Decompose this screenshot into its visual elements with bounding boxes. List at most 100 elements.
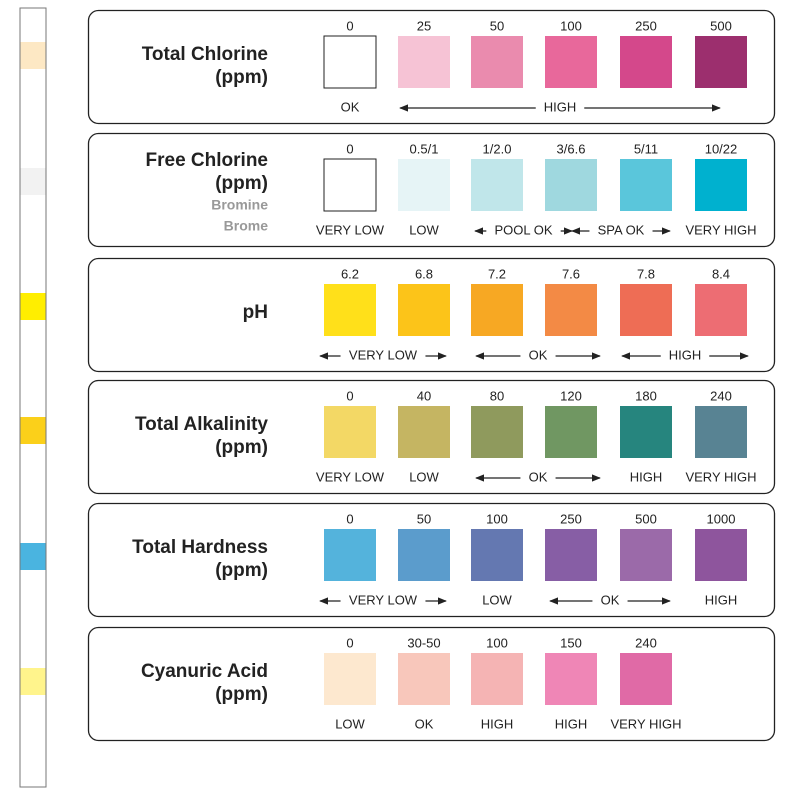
swatch-label: 50: [417, 511, 431, 526]
swatch-label: 80: [490, 388, 504, 403]
color-swatch: [620, 284, 672, 336]
strip-pad: [20, 668, 46, 695]
panel-title: Cyanuric Acid: [141, 661, 268, 682]
swatch-label: 40: [417, 388, 431, 403]
swatch-label: 7.2: [488, 266, 506, 281]
strip: [19, 7, 47, 788]
range-label: HIGH: [630, 469, 663, 484]
swatch-label: 0: [346, 635, 353, 650]
strip-pad: [20, 42, 46, 69]
color-swatch: [471, 36, 523, 88]
swatch-label: 7.6: [562, 266, 580, 281]
range-label: SPA OK: [598, 222, 645, 237]
strip-pad: [20, 417, 46, 444]
range-label: OK: [601, 592, 620, 607]
swatch-label: 0: [346, 141, 353, 156]
color-swatch: [620, 36, 672, 88]
color-swatch: [545, 529, 597, 581]
color-swatch: [620, 653, 672, 705]
swatch-label: 1000: [707, 511, 736, 526]
color-swatch: [324, 284, 376, 336]
color-swatch: [471, 406, 523, 458]
range-label: HIGH: [705, 592, 738, 607]
range-label: OK: [529, 469, 548, 484]
panel-title: (ppm): [215, 67, 268, 88]
swatch-label: 5/11: [634, 141, 658, 156]
swatch-label: 25: [417, 18, 431, 33]
swatch-label: 6.2: [341, 266, 359, 281]
panel-subtitle: Brome: [224, 218, 269, 234]
swatch-label: 8.4: [712, 266, 730, 281]
color-swatch: [545, 159, 597, 211]
range-label: OK: [341, 99, 360, 114]
range-label: VERY LOW: [316, 222, 385, 237]
panel-title: Total Chlorine: [142, 44, 268, 65]
color-swatch: [695, 406, 747, 458]
color-swatch: [695, 529, 747, 581]
color-swatch: [323, 158, 377, 212]
swatch-label: 180: [635, 388, 657, 403]
color-swatch: [620, 406, 672, 458]
color-swatch: [398, 36, 450, 88]
swatch-label: 3/6.6: [557, 141, 586, 156]
color-swatch: [471, 529, 523, 581]
swatch-label: 0: [346, 18, 353, 33]
color-swatch: [695, 36, 747, 88]
panel-subtitle: Bromine: [211, 197, 268, 213]
color-swatch: [695, 159, 747, 211]
swatch-label: 6.8: [415, 266, 433, 281]
range-label: VERY LOW: [316, 469, 385, 484]
strip-pad: [20, 543, 46, 570]
swatch-label: 0: [346, 388, 353, 403]
color-swatch: [471, 159, 523, 211]
swatch-label: 100: [486, 635, 508, 650]
color-swatch: [620, 529, 672, 581]
color-swatch: [545, 406, 597, 458]
swatch-label: 240: [710, 388, 732, 403]
swatch-label: 250: [560, 511, 582, 526]
range-label: LOW: [409, 222, 439, 237]
range-label: HIGH: [555, 716, 588, 731]
range-label: VERY LOW: [349, 347, 418, 362]
panel-title: (ppm): [215, 173, 268, 194]
range-label: VERY HIGH: [610, 716, 681, 731]
swatch-label: 240: [635, 635, 657, 650]
swatch-label: 500: [710, 18, 732, 33]
range-label: LOW: [482, 592, 512, 607]
color-swatch: [324, 653, 376, 705]
range-label: LOW: [335, 716, 365, 731]
range-label: OK: [529, 347, 548, 362]
color-swatch: [545, 36, 597, 88]
panel-title: pH: [243, 302, 268, 323]
panel-title: (ppm): [215, 437, 268, 458]
range-label: VERY LOW: [349, 592, 418, 607]
panel-title: (ppm): [215, 684, 268, 705]
swatch-label: 1/2.0: [483, 141, 512, 156]
range-label: POOL OK: [494, 222, 552, 237]
swatch-label: 100: [560, 18, 582, 33]
range-label: HIGH: [669, 347, 702, 362]
swatch-label: 0: [346, 511, 353, 526]
color-swatch: [471, 653, 523, 705]
color-swatch: [695, 284, 747, 336]
panel-title: Total Hardness: [132, 537, 268, 558]
color-swatch: [323, 35, 377, 89]
range-label: OK: [415, 716, 434, 731]
color-swatch: [398, 159, 450, 211]
strip-pad: [20, 293, 46, 320]
panel-title: Free Chlorine: [146, 150, 268, 171]
color-swatch: [471, 284, 523, 336]
panel-title: (ppm): [215, 560, 268, 581]
color-swatch: [398, 529, 450, 581]
swatch-label: 120: [560, 388, 582, 403]
swatch-label: 10/22: [705, 141, 738, 156]
range-label: HIGH: [544, 99, 577, 114]
color-swatch: [398, 284, 450, 336]
swatch-label: 50: [490, 18, 504, 33]
color-swatch: [398, 653, 450, 705]
swatch-label: 150: [560, 635, 582, 650]
swatch-label: 7.8: [637, 266, 655, 281]
swatch-label: 0.5/1: [410, 141, 439, 156]
color-swatch: [545, 653, 597, 705]
